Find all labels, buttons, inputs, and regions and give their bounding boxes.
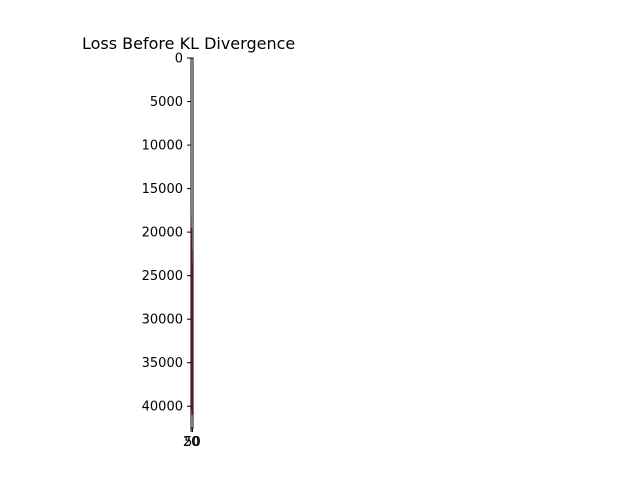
x-tick-label: 20: [183, 435, 200, 450]
y-tick-label: 30000: [142, 313, 183, 328]
y-tick-label: 0: [175, 52, 183, 67]
y-tick-label: 10000: [142, 139, 183, 154]
y-tick-label: 25000: [142, 269, 183, 284]
y-tick-label: 20000: [142, 226, 183, 241]
x-tick-label: 50: [184, 435, 201, 450]
y-axis: 0 5000 10000 15000 20000 25000 30000 35000 40000: [142, 52, 191, 415]
y-tick-label: 40000: [142, 400, 183, 415]
chart-title: Loss Before KL Divergence: [82, 34, 295, 53]
y-tick-label: 35000: [142, 356, 183, 371]
y-tick-label: 15000: [142, 182, 183, 197]
y-tick-label: 5000: [150, 95, 183, 110]
